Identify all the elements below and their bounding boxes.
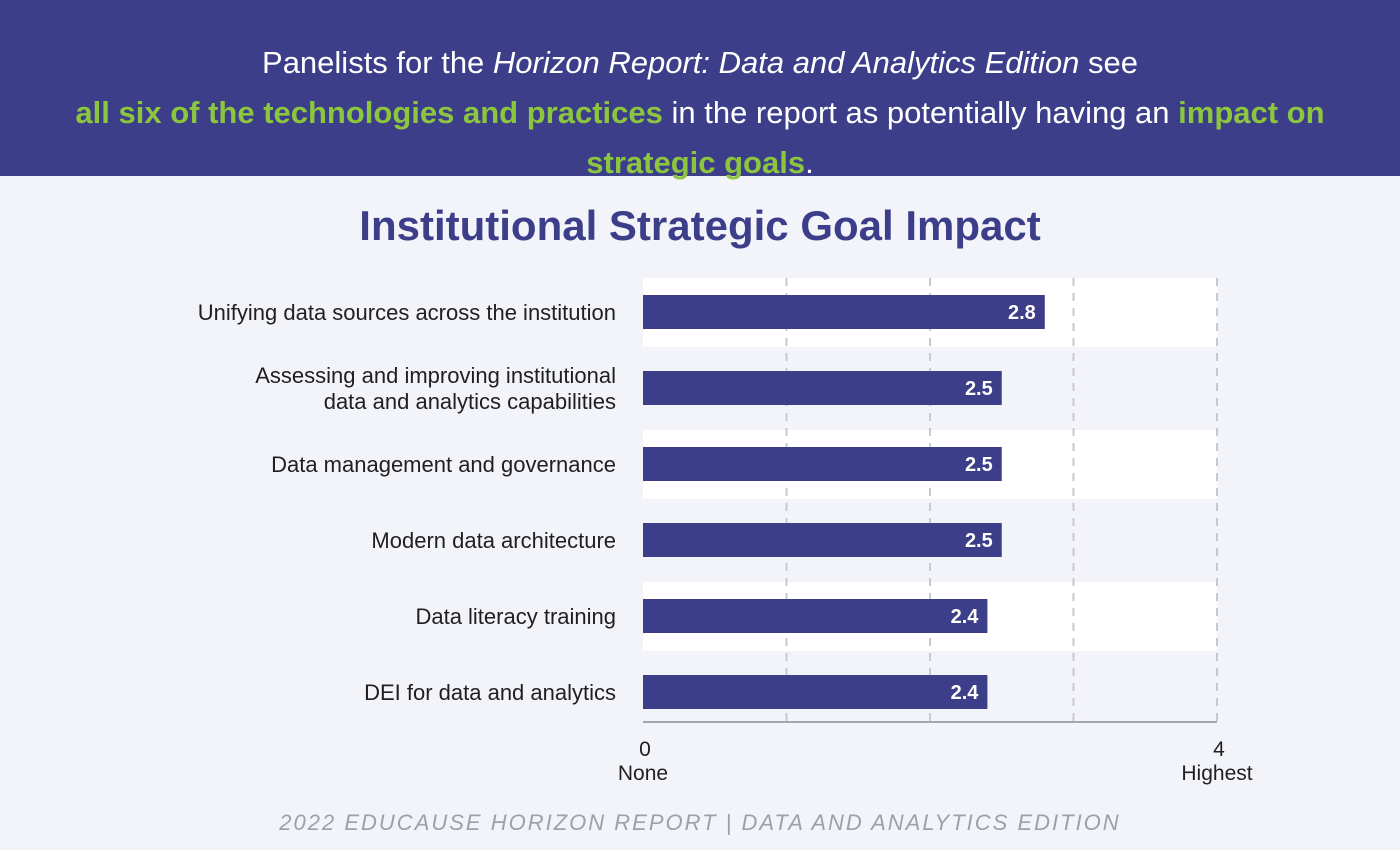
banner-highlight: impact on strategic goals <box>586 95 1325 180</box>
banner-text-part: see <box>1079 45 1138 80</box>
bar <box>643 447 1002 481</box>
report-name: Horizon Report: Data and Analytics Editi… <box>492 45 1080 80</box>
bar <box>643 599 988 633</box>
bar-value-label: 2.8 <box>1008 302 1036 324</box>
header-banner: Panelists for the Horizon Report: Data a… <box>0 0 1400 180</box>
banner-text-part: Panelists for the <box>262 45 493 80</box>
category-label: Data literacy training <box>415 604 616 629</box>
bar-value-label: 2.5 <box>965 530 993 552</box>
bar-value-label: 2.4 <box>951 606 980 628</box>
bar <box>643 371 1002 405</box>
banner-text-part: . <box>805 145 814 180</box>
banner-text-part: in the report as potentially having an <box>662 95 1179 130</box>
banner-text: Panelists for the Horizon Report: Data a… <box>40 38 1360 188</box>
banner-highlight: all six of the technologies and practice… <box>75 95 663 130</box>
category-label: DEI for data and analytics <box>364 680 616 705</box>
category-label: Modern data architecture <box>371 528 616 553</box>
bar <box>643 675 988 709</box>
bar-value-label: 2.4 <box>951 682 980 704</box>
category-label: Assessing and improving institutional dat… <box>255 363 616 414</box>
x-tick-label: Highest <box>1181 762 1252 785</box>
bar <box>643 295 1045 329</box>
category-label: Unifying data sources across the institu… <box>198 300 616 325</box>
category-label: Data management and governance <box>271 452 616 477</box>
bar-value-label: 2.5 <box>965 378 993 400</box>
chart-title: Institutional Strategic Goal Impact <box>359 202 1041 249</box>
bar-value-label: 2.5 <box>965 454 993 476</box>
bar <box>643 523 1002 557</box>
x-tick-label: None <box>618 762 668 785</box>
footer-source: 2022 EDUCAUSE HORIZON REPORT | DATA AND … <box>279 810 1121 835</box>
x-tick-number: 4 <box>1213 738 1225 761</box>
x-tick-number: 0 <box>639 738 651 761</box>
